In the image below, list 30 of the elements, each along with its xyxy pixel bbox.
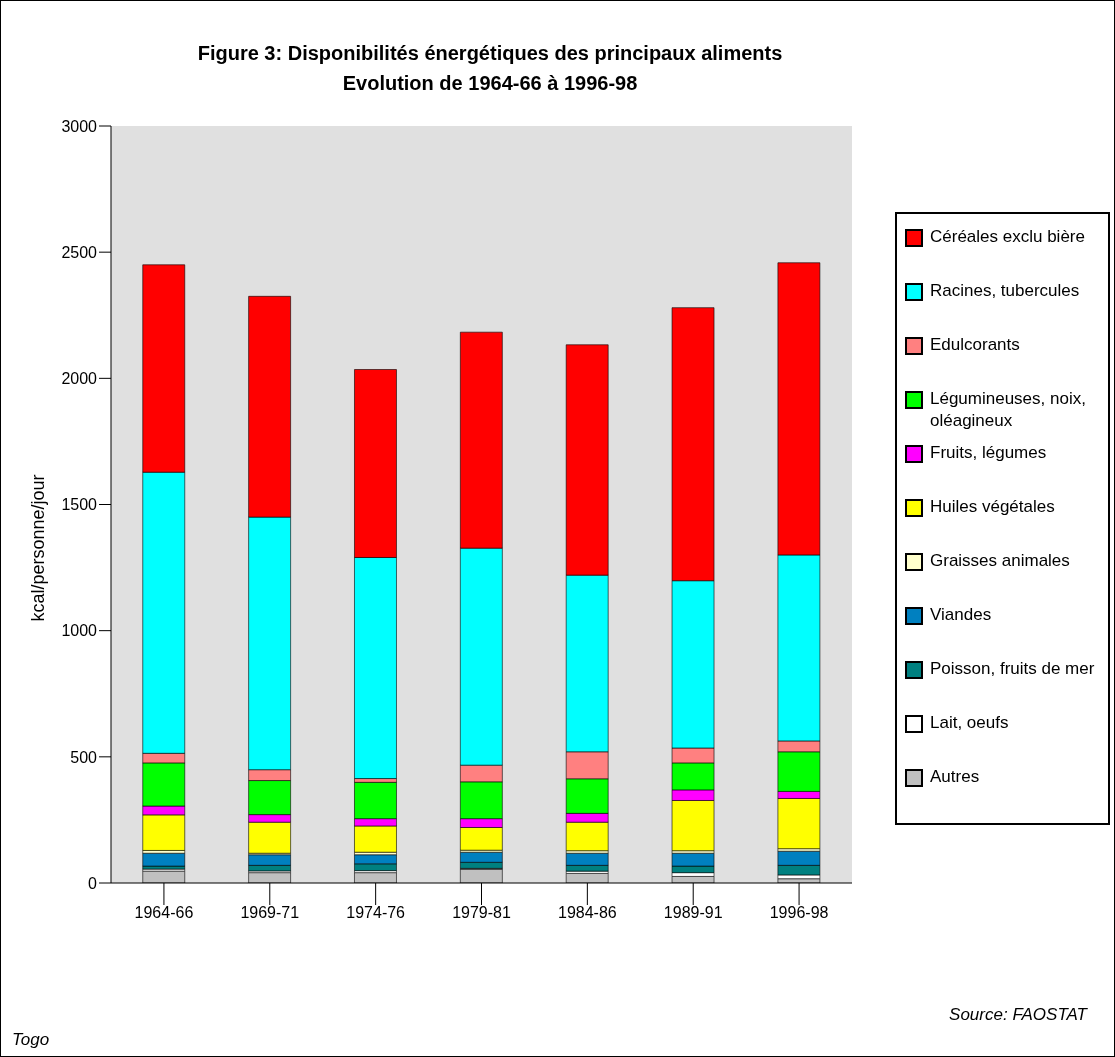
chart-title: Figure 3: Disponibilités énergétiques des principaux aliments xyxy=(196,41,784,66)
legend-label: Racines, tubercules xyxy=(930,280,1080,302)
x-tick-label: 1964-66 xyxy=(134,904,194,922)
x-tick-label: 1979-81 xyxy=(452,904,511,922)
legend-label: Autres xyxy=(930,766,980,788)
y-tick-label: 1000 xyxy=(61,622,98,640)
legend-label: Légumineuses, noix, oléagineux xyxy=(930,388,1087,432)
legend-label: Fruits, légumes xyxy=(930,442,1047,464)
chart-subtitle: Evolution de 1964-66 à 1996-98 xyxy=(341,71,639,96)
text: Togo xyxy=(12,1030,50,1050)
legend-label: Graisses animales xyxy=(930,550,1070,572)
y-tick-label: 0 xyxy=(88,874,98,892)
legend-label: Edulcorants xyxy=(930,334,1020,356)
legend-label: Viandes xyxy=(930,604,992,626)
legend-label: Lait, oeufs xyxy=(930,712,1009,734)
y-axis-title: kcal/personne/jour xyxy=(27,474,49,622)
x-tick-label: 1984-86 xyxy=(558,904,617,922)
legend-label: Céréales exclu bière xyxy=(930,226,1085,248)
y-tick-label: 1500 xyxy=(61,496,98,514)
x-tick-label: 1969-71 xyxy=(240,904,300,922)
y-tick-label: 500 xyxy=(70,748,98,766)
y-tick-label: 2000 xyxy=(61,370,98,388)
legend-label: Poisson, fruits de mer xyxy=(930,658,1095,680)
x-tick-label: 1989-91 xyxy=(663,904,723,922)
x-tick-label: 1974-76 xyxy=(346,904,406,922)
y-tick-label: 2500 xyxy=(61,243,98,261)
x-tick-label: 1996-98 xyxy=(769,904,829,922)
source-note: Source: FAOSTAT xyxy=(949,1005,1087,1025)
y-tick-label: 3000 xyxy=(61,117,98,135)
legend-label: Huiles végétales xyxy=(930,496,1055,518)
